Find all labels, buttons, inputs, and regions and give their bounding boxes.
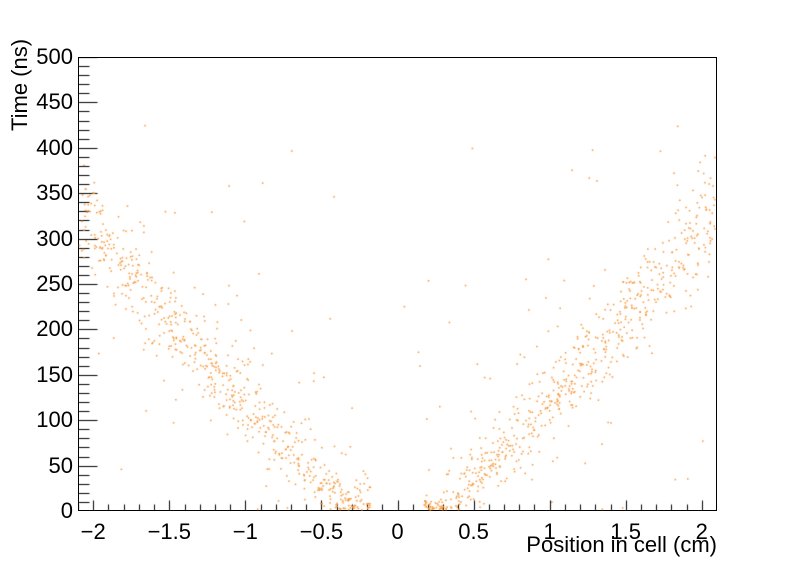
y-tick-label: 350 bbox=[36, 180, 73, 206]
x-tick-label: −0.5 bbox=[299, 519, 344, 544]
y-tick-label: 150 bbox=[36, 361, 73, 387]
y-tick-label: 450 bbox=[36, 89, 73, 115]
x-tick-label: −1 bbox=[232, 519, 258, 544]
x-tick-label: 0 bbox=[391, 519, 404, 544]
y-tick-label: 200 bbox=[36, 316, 73, 342]
y-tick-label: 50 bbox=[48, 452, 73, 478]
x-tick-label: 1.5 bbox=[610, 519, 641, 544]
y-tick-label: 0 bbox=[60, 498, 73, 523]
y-tick-label: 250 bbox=[36, 271, 73, 296]
x-tick-label: 0.5 bbox=[458, 519, 489, 544]
y-tick-label: 300 bbox=[36, 225, 73, 251]
x-tick-label: −1.5 bbox=[147, 519, 191, 544]
scatter-plot-canvas bbox=[78, 57, 717, 511]
y-tick-label: 400 bbox=[36, 134, 73, 160]
y-tick-label: 500 bbox=[36, 44, 73, 69]
x-tick-label: 2 bbox=[695, 519, 708, 544]
x-tick-label: 1 bbox=[543, 519, 556, 544]
x-axis-title: Position in cell (cm) bbox=[526, 532, 717, 557]
y-tick-label: 100 bbox=[36, 407, 73, 433]
x-tick-label: −2 bbox=[80, 519, 106, 544]
